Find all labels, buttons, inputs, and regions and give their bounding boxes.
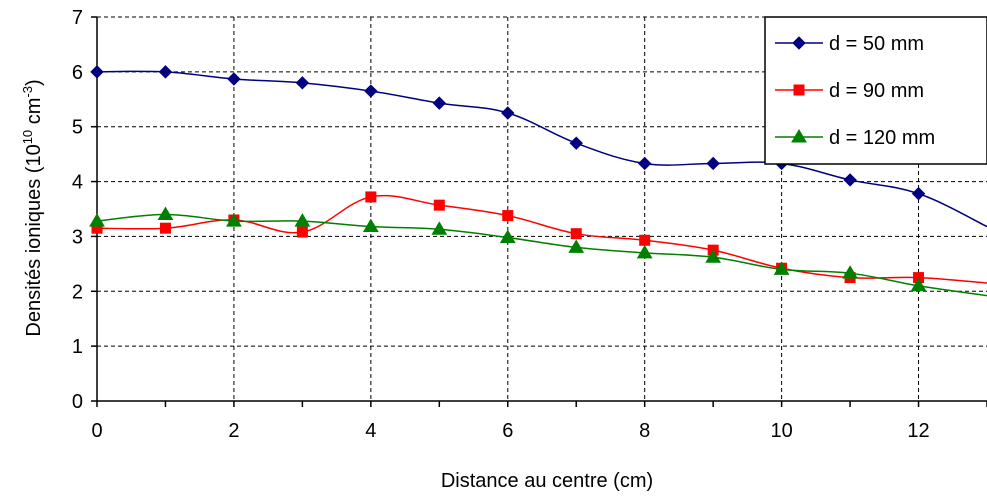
- legend-marker: [794, 85, 804, 95]
- y-tick-label: 6: [72, 62, 83, 84]
- y-axis-label-unit-exponent: -3: [20, 86, 35, 98]
- x-axis-label: Distance au centre (cm): [441, 470, 653, 492]
- data-point: [91, 66, 103, 78]
- data-point: [571, 229, 581, 239]
- y-tick-label: 5: [72, 117, 83, 139]
- data-point: [913, 188, 925, 200]
- legend-label: d = 120 mm: [829, 127, 935, 149]
- x-tick-label: 10: [770, 420, 792, 442]
- x-tick-label: 12: [907, 420, 929, 442]
- x-tick-label: 8: [639, 420, 650, 442]
- data-point: [844, 174, 856, 186]
- data-point: [297, 227, 307, 237]
- data-point: [503, 211, 513, 221]
- y-axis-label-close: ): [23, 79, 45, 86]
- data-point: [159, 66, 171, 78]
- series-line-2: [97, 196, 987, 283]
- data-point: [158, 207, 172, 219]
- data-point: [433, 97, 445, 109]
- legend-label: d = 50 mm: [829, 33, 924, 55]
- y-tick-label: 4: [72, 172, 83, 194]
- data-point: [707, 157, 719, 169]
- data-point: [639, 157, 651, 169]
- y-axis-label: Densités ioniques (1010 cm-3): [20, 79, 45, 336]
- legend-label: d = 90 mm: [829, 80, 924, 102]
- x-tick-label: 2: [228, 420, 239, 442]
- x-tick-label: 6: [502, 420, 513, 442]
- y-tick-label: 0: [72, 391, 83, 413]
- x-tick-label: 4: [365, 420, 376, 442]
- legend: d = 50 mm d = 90 mm d = 120 mm: [765, 17, 987, 164]
- y-axis-label-main: Densités ioniques (10: [23, 144, 45, 336]
- y-tick-label: 2: [72, 281, 83, 303]
- y-tick-label: 7: [72, 7, 83, 29]
- y-axis-label-exponent: 10: [20, 130, 35, 144]
- y-tick-label: 3: [72, 226, 83, 248]
- data-point: [160, 223, 170, 233]
- data-point: [295, 214, 309, 226]
- data-point: [228, 73, 240, 85]
- x-tick-label: 0: [91, 420, 102, 442]
- data-point: [366, 192, 376, 202]
- data-point: [434, 200, 444, 210]
- data-point: [502, 107, 514, 119]
- data-point: [570, 137, 582, 149]
- data-point: [640, 235, 650, 245]
- data-point: [365, 85, 377, 97]
- y-tick-label: 1: [72, 336, 83, 358]
- data-point: [296, 77, 308, 89]
- y-axis-label-unit: cm: [23, 98, 45, 130]
- series-line-3: [97, 214, 987, 295]
